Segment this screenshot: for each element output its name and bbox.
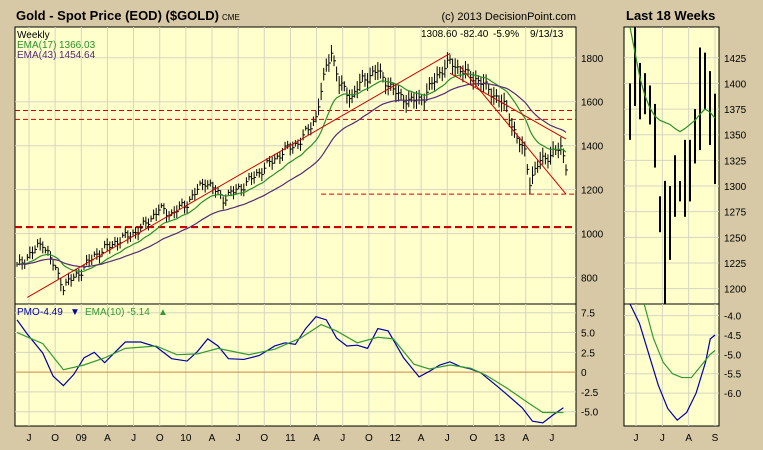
x-tick-label: 11 bbox=[285, 433, 296, 444]
recent-pmo-y-tick-label: -4.5 bbox=[724, 331, 742, 342]
period-label: Weekly bbox=[17, 30, 50, 41]
quote-pct: -5.9% bbox=[493, 29, 519, 40]
x-tick-label: O bbox=[365, 433, 373, 444]
recent-x-tick-label: J bbox=[660, 433, 665, 444]
pmo-signal-legend-label: EMA(10) bbox=[85, 307, 124, 318]
ema43-legend-label: EMA(43) bbox=[17, 50, 56, 61]
pmo-y-tick-label: -2.5 bbox=[581, 388, 599, 399]
x-tick-label: J bbox=[340, 433, 345, 444]
quote-close: 1308.60 bbox=[421, 29, 458, 40]
recent-pmo-y-ticks: -4.0 -4.5 -5.0 -5.5 -6.0 bbox=[724, 312, 742, 400]
recent-y-tick-label: 1225 bbox=[724, 259, 747, 270]
x-tick-label: 09 bbox=[76, 433, 88, 444]
pmo-y-ticks: 7.5 5.0 2.5 0 -2.5 -5.0 bbox=[581, 309, 599, 419]
price-y-tick-label: 1600 bbox=[581, 98, 604, 109]
pmo-y-tick-label: 2.5 bbox=[581, 348, 595, 359]
x-tick-label: J bbox=[131, 433, 136, 444]
pmo-y-tick-label: -5.0 bbox=[581, 408, 599, 419]
x-tick-label: 10 bbox=[180, 433, 192, 444]
recent-gridlines bbox=[624, 27, 719, 304]
recent-pmo-y-tick-label: -5.5 bbox=[724, 370, 742, 381]
recent-x-tick-label: J bbox=[634, 433, 639, 444]
x-tick-label: O bbox=[51, 433, 59, 444]
x-tick-label: J bbox=[27, 433, 32, 444]
recent-pmo-line bbox=[629, 303, 716, 422]
recent-title: Last 18 Weeks bbox=[626, 8, 715, 23]
price-trendlines bbox=[27, 52, 567, 298]
trendline bbox=[459, 66, 567, 195]
recent-y-tick-label: 1350 bbox=[724, 131, 747, 142]
recent-ema-line bbox=[629, 26, 716, 133]
recent-y-tick-label: 1425 bbox=[724, 54, 747, 65]
pmo-signal-legend-value: -5.14 bbox=[127, 307, 150, 318]
recent-y-tick-label: 1325 bbox=[724, 156, 747, 167]
recent-y-ticks: 1200 1225 1250 1275 1300 1325 1350 1375 1400 1425 bbox=[724, 54, 747, 296]
x-tick-label: J bbox=[549, 433, 554, 444]
x-tick-label: A bbox=[522, 433, 529, 444]
recent-y-tick-label: 1250 bbox=[724, 233, 747, 244]
x-tick-label: 13 bbox=[494, 433, 506, 444]
x-tick-label: 12 bbox=[389, 433, 401, 444]
recent-y-tick-label: 1275 bbox=[724, 208, 747, 219]
ema17-line bbox=[16, 73, 567, 273]
price-y-tick-label: 800 bbox=[581, 274, 598, 285]
recent-pmo-y-tick-label: -4.0 bbox=[724, 312, 742, 323]
recent-pmo-y-tick-label: -5.0 bbox=[724, 350, 742, 361]
pmo-lines bbox=[16, 315, 564, 424]
x-tick-label: O bbox=[470, 433, 478, 444]
pmo-y-tick-label: 0 bbox=[581, 368, 587, 379]
recent-pmo-signal-line bbox=[643, 303, 716, 379]
price-y-tick-label: 1400 bbox=[581, 142, 604, 153]
recent-pmo-gridlines bbox=[624, 304, 719, 426]
main-x-ticks: J O 09 A J O 10 A J O 11 A J O 12 A J O 13 A J bbox=[27, 433, 555, 444]
recent-x-tick-label: A bbox=[685, 433, 692, 444]
price-y-tick-label: 1200 bbox=[581, 186, 604, 197]
price-y-tick-label: 1800 bbox=[581, 54, 604, 65]
pmo-panel bbox=[14, 303, 577, 427]
quote-date: 9/13/13 bbox=[530, 29, 564, 40]
price-support-levels bbox=[15, 110, 576, 229]
price-y-ticks: 800 1000 1200 1400 1600 1800 bbox=[581, 54, 604, 285]
recent-y-tick-label: 1375 bbox=[724, 105, 747, 116]
x-tick-label: A bbox=[209, 433, 216, 444]
ema43-legend-value: 1454.64 bbox=[59, 50, 96, 61]
x-tick-label: O bbox=[156, 433, 164, 444]
pmo-signal-up-arrow-icon: ▲ bbox=[158, 307, 168, 318]
recent-x-tick-label: S bbox=[712, 433, 719, 444]
recent-y-tick-label: 1300 bbox=[724, 182, 747, 193]
recent-y-tick-label: 1200 bbox=[724, 285, 747, 296]
price-y-tick-label: 1000 bbox=[581, 230, 604, 241]
price-bars bbox=[16, 44, 568, 296]
recent-bars bbox=[629, 27, 716, 312]
recent-y-tick-label: 1400 bbox=[724, 79, 747, 90]
trendline bbox=[27, 52, 451, 298]
pmo-down-arrow-icon: ▼ bbox=[70, 307, 80, 318]
pmo-legend-value: -4.49 bbox=[40, 307, 63, 318]
x-tick-label: J bbox=[236, 433, 241, 444]
x-tick-label: A bbox=[104, 433, 111, 444]
exchange-label: CME bbox=[222, 13, 240, 22]
pmo-y-tick-label: 5.0 bbox=[581, 329, 595, 340]
pmo-legend-label: PMO bbox=[17, 307, 40, 318]
pmo-signal-line bbox=[16, 323, 564, 414]
recent-pmo-y-tick-label: -6.0 bbox=[724, 389, 742, 400]
trendline bbox=[449, 72, 567, 140]
quote-change: -82.40 bbox=[460, 29, 489, 40]
x-tick-label: J bbox=[445, 433, 450, 444]
x-tick-label: A bbox=[418, 433, 425, 444]
pmo-y-tick-label: 7.5 bbox=[581, 309, 595, 320]
x-tick-label: A bbox=[313, 433, 320, 444]
credit-label: (c) 2013 DecisionPoint.com bbox=[441, 11, 576, 23]
pmo-gridlines bbox=[15, 304, 576, 426]
recent-ema17-line bbox=[629, 26, 716, 133]
chart-title: Gold - Spot Price (EOD) ($GOLD) bbox=[16, 8, 219, 23]
recent-pmo-lines bbox=[629, 303, 716, 422]
ema17-legend-label: EMA(17) bbox=[17, 40, 56, 51]
x-tick-label: O bbox=[260, 433, 268, 444]
ema17-legend-value: 1366.03 bbox=[59, 40, 96, 51]
